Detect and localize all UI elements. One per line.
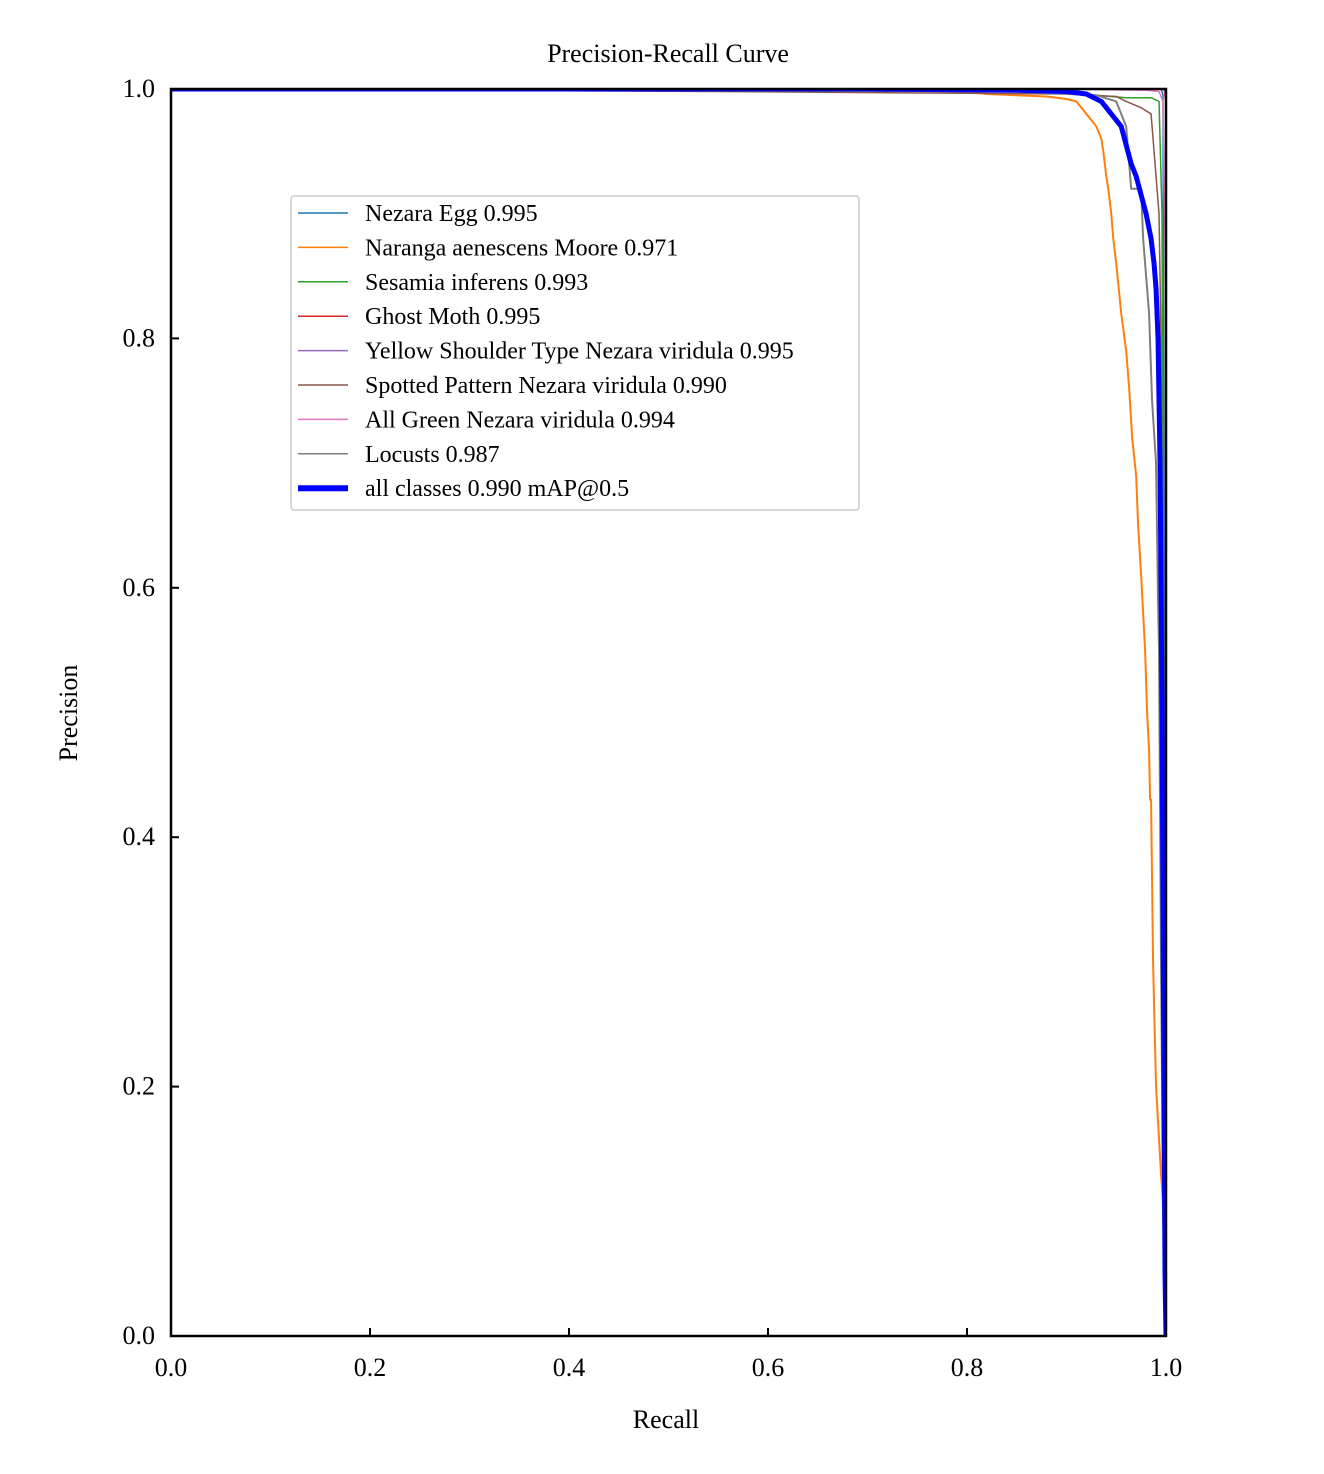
legend-label: Sesamia inferens 0.993: [365, 270, 588, 296]
x-axis-label: Recall: [633, 1405, 699, 1434]
y-tick-label: 0.0: [123, 1321, 156, 1350]
legend: Nezara Egg 0.995 Naranga aenescens Moore …: [290, 195, 860, 511]
legend-label: Yellow Shoulder Type Nezara viridula 0.9…: [365, 339, 794, 365]
legend-label: Nezara Egg 0.995: [365, 201, 538, 227]
legend-label: Locusts 0.987: [365, 442, 500, 468]
legend-label: Naranga aenescens Moore 0.971: [365, 235, 678, 261]
plot-frame: [169, 87, 1168, 1338]
x-tick-label: 0.4: [553, 1353, 586, 1382]
x-tick-label: 0.0: [155, 1353, 188, 1382]
y-tick-label: 1.0: [123, 74, 156, 103]
y-tick-label: 0.4: [123, 822, 156, 851]
x-tick-label: 1.0: [1150, 1353, 1183, 1382]
series-line-2: [171, 89, 1166, 1249]
y-tick-label: 0.2: [123, 1072, 156, 1101]
legend-label: Ghost Moth 0.995: [365, 304, 540, 330]
x-axis-ticks: 0.0 0.2 0.4 0.6 0.8 1.0: [155, 1328, 1183, 1382]
legend-label: Spotted Pattern Nezara viridula 0.990: [365, 373, 727, 399]
legend-label: All Green Nezara viridula 0.994: [365, 407, 675, 433]
y-axis-ticks: 0.0 0.2 0.4 0.6 0.8 1.0: [123, 74, 179, 1350]
y-axis-label: Precision: [54, 665, 83, 762]
x-tick-label: 0.8: [951, 1353, 984, 1382]
series-line-6: [171, 89, 1166, 1336]
legend-box: [290, 195, 860, 511]
chart-title: Precision-Recall Curve: [547, 39, 789, 68]
series-line-1: [171, 89, 1166, 1336]
series-layer: [171, 89, 1166, 1336]
x-tick-label: 0.6: [752, 1353, 785, 1382]
y-tick-label: 0.8: [123, 323, 156, 352]
series-line-9: [171, 89, 1166, 1336]
y-tick-label: 0.6: [123, 573, 156, 602]
legend-label: all classes 0.990 mAP@0.5: [365, 476, 629, 502]
x-tick-label: 0.2: [354, 1353, 387, 1382]
